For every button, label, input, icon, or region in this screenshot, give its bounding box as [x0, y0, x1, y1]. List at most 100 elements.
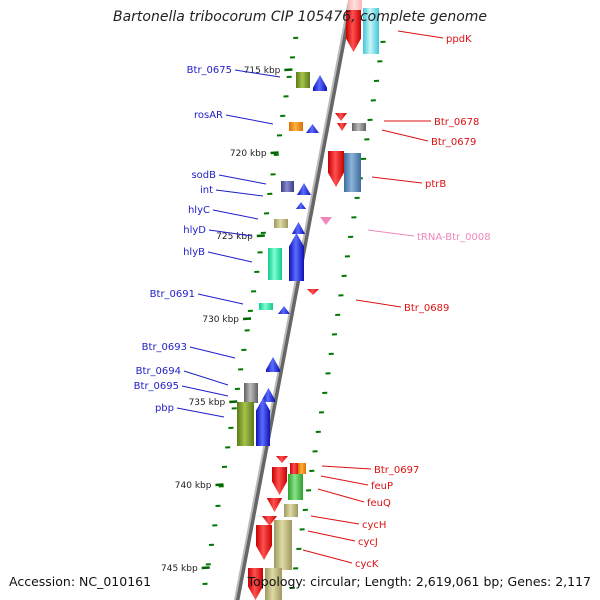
right-gene-leader — [355, 299, 402, 308]
right-gene-label: Btr_0679 — [431, 137, 476, 148]
left-gene-leader — [234, 69, 281, 78]
kbp-label: 720 kbp — [230, 149, 267, 159]
gene-glyph — [278, 306, 290, 314]
right-gene-leader — [397, 30, 444, 39]
gene-glyph — [363, 8, 379, 54]
gene-glyph — [267, 498, 282, 512]
gene-glyph — [296, 72, 310, 88]
gene-glyph — [248, 568, 263, 600]
accession-text: Accession: NC_010161 — [9, 574, 152, 589]
gene-glyph — [337, 123, 347, 131]
left-gene-label: sodB — [191, 170, 216, 181]
gene-glyph — [296, 202, 306, 209]
right-gene-label: Btr_0697 — [374, 465, 419, 476]
kbp-label: 725 kbp — [216, 232, 253, 242]
gene-glyph — [256, 525, 272, 560]
right-gene-label: Btr_0678 — [434, 117, 479, 128]
kbp-label: 740 kbp — [175, 481, 212, 491]
gene-glyph — [344, 153, 361, 192]
gene-glyph — [289, 233, 304, 281]
left-gene-leader — [215, 189, 264, 197]
gene-glyph — [274, 520, 292, 570]
gene-glyph — [256, 398, 270, 446]
left-gene-label: Btr_0675 — [187, 65, 232, 76]
left-gene-label: int — [200, 185, 213, 196]
kbp-tick — [256, 234, 265, 238]
left-gene-label: Btr_0695 — [134, 381, 179, 392]
left-gene-label: Btr_0691 — [150, 289, 195, 300]
gene-glyph — [346, 10, 361, 52]
gene-glyph — [262, 388, 275, 402]
gene-glyph — [265, 568, 282, 600]
left-gene-leader — [225, 114, 274, 125]
gene-glyph — [348, 0, 362, 10]
gene-glyph — [259, 303, 273, 310]
kbp-tick — [270, 151, 279, 155]
right-gene-leader — [302, 549, 353, 564]
gene-glyph — [272, 467, 287, 495]
gene-glyph — [290, 463, 299, 474]
left-gene-label: rosAR — [194, 110, 223, 121]
gene-glyph — [313, 75, 327, 91]
left-gene-label: hlyB — [183, 247, 205, 258]
gene-glyph — [237, 402, 254, 446]
right-gene-label: ptrB — [425, 179, 446, 190]
gene-glyph — [266, 357, 280, 372]
left-gene-label: pbp — [155, 403, 174, 414]
gene-glyph — [335, 113, 347, 121]
right-gene-leader — [317, 488, 365, 503]
kbp-tick — [284, 68, 293, 72]
right-gene-leader — [320, 475, 369, 486]
right-gene-label: feuP — [371, 481, 393, 492]
genome-title: Bartonella tribocorum CIP 105476, comple… — [112, 9, 488, 25]
gene-glyph — [320, 217, 332, 225]
kbp-label: 715 kbp — [244, 66, 281, 76]
left-gene-label: Btr_0693 — [142, 342, 187, 353]
gene-glyph — [292, 222, 305, 234]
left-gene-leader — [212, 209, 259, 220]
right-gene-leader — [367, 229, 415, 237]
left-gene-label: hlyD — [183, 225, 206, 236]
gene-glyph — [307, 289, 319, 295]
left-gene-leader — [197, 293, 244, 305]
gene-glyph — [281, 181, 294, 192]
gene-glyph — [274, 219, 288, 228]
right-gene-label: ppdK — [446, 34, 472, 45]
gene-glyph — [352, 123, 366, 131]
kbp-label: 735 kbp — [189, 398, 226, 408]
gene-glyph — [306, 124, 319, 133]
kbp-label: 745 kbp — [161, 564, 198, 574]
right-gene-leader — [310, 515, 360, 525]
gene-glyph — [289, 122, 303, 131]
left-gene-leader — [181, 385, 229, 397]
gene-glyph — [244, 383, 258, 403]
left-gene-leader — [218, 174, 267, 185]
gene-glyph — [298, 463, 306, 474]
left-gene-leader — [208, 229, 253, 237]
kbp-tick — [215, 483, 224, 487]
topology-text: Topology: circular; Length: 2,619,061 bp… — [247, 574, 591, 589]
right-gene-label: feuQ — [367, 498, 391, 509]
right-gene-label: cycK — [355, 559, 379, 570]
gene-glyph — [276, 456, 288, 463]
right-gene-label: cycH — [362, 520, 386, 531]
kbp-tick — [229, 400, 238, 404]
left-gene-leader — [207, 251, 253, 263]
kbp-tick — [201, 566, 210, 570]
gene-glyph — [328, 151, 344, 187]
right-gene-leader — [307, 530, 356, 542]
right-gene-label: cycJ — [358, 537, 378, 548]
gene-glyph — [262, 516, 277, 526]
left-gene-leader — [189, 346, 236, 359]
left-gene-label: Btr_0694 — [136, 366, 181, 377]
left-gene-label: hlyC — [188, 205, 210, 216]
genome-backbone — [234, 0, 354, 600]
left-gene-leader — [176, 407, 225, 418]
gene-glyph — [284, 504, 298, 517]
gene-glyph — [268, 248, 282, 280]
right-gene-label: Btr_0689 — [404, 303, 449, 314]
right-gene-leader — [321, 465, 372, 470]
genome-backbone-highlight — [233, 0, 351, 600]
